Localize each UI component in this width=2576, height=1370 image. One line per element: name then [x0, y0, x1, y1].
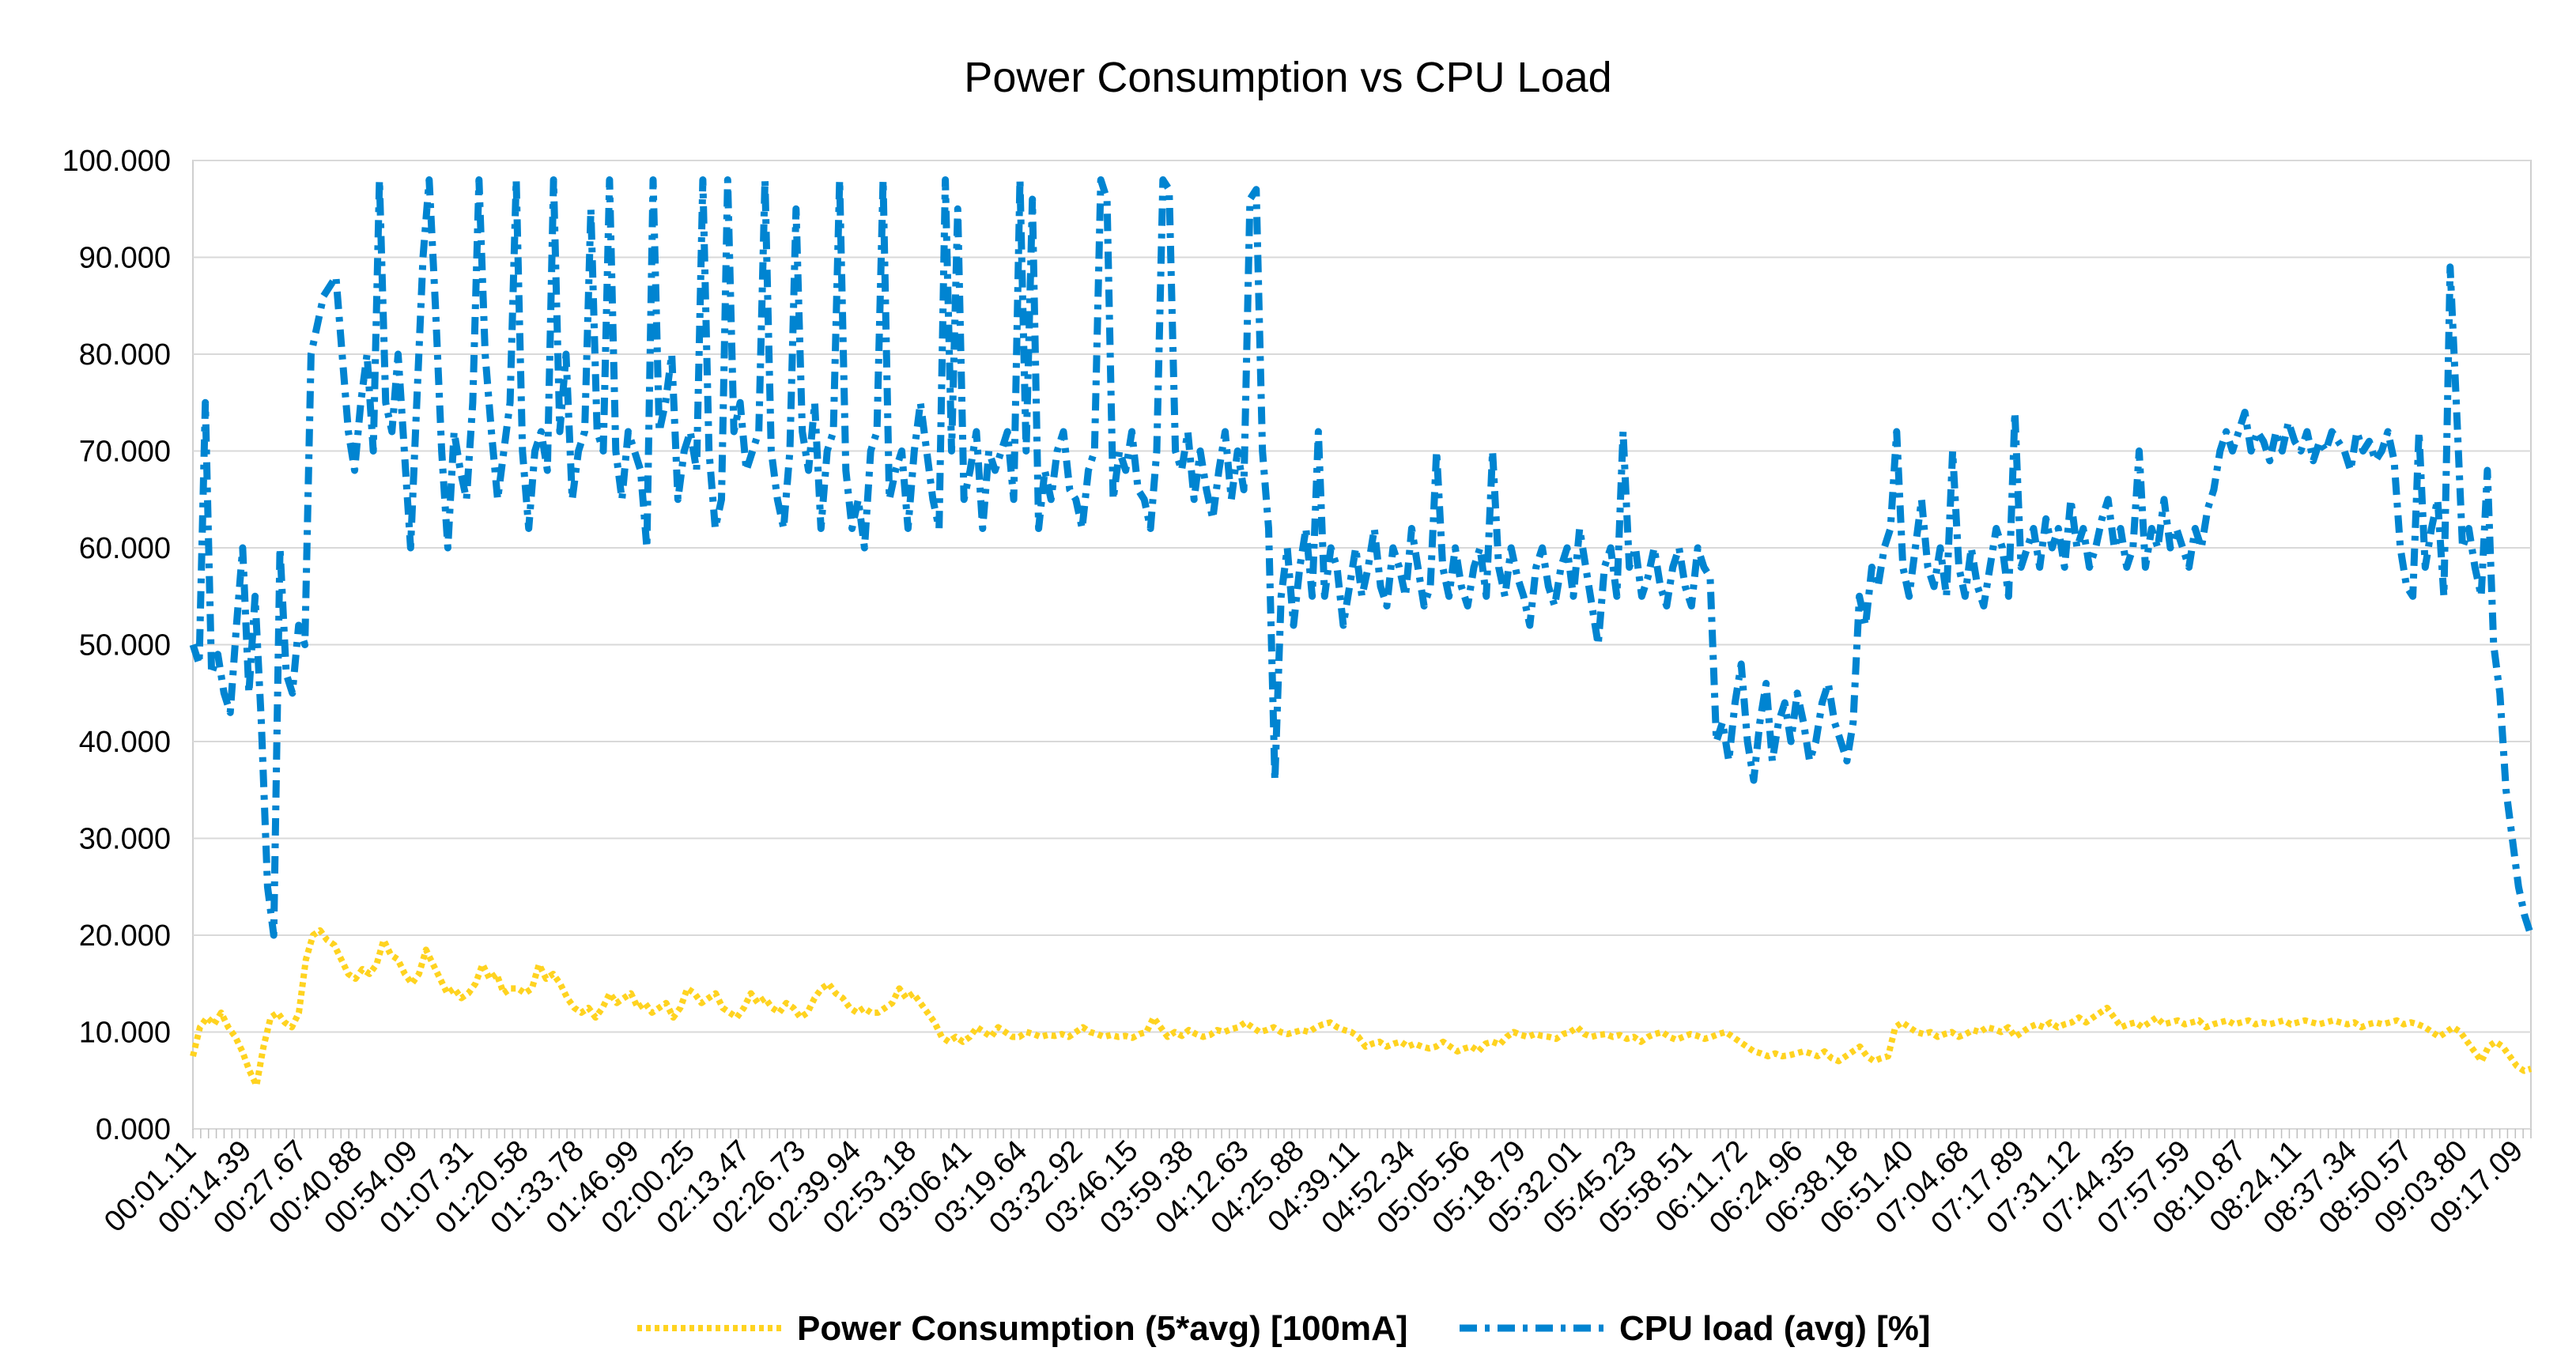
- y-tick-label: 50.000: [79, 629, 171, 662]
- x-axis-tick-labels: 00:01.1100:14.3900:27.6700:40.8800:54.09…: [98, 1134, 2529, 1240]
- series-lines: [189, 176, 2535, 1089]
- legend-label-power-consumption: Power Consumption (5*avg) [100mA]: [797, 1309, 1408, 1348]
- y-axis-tick-labels: 0.000 10.000 20.000 30.000 40.000 50.000 60.00…: [62, 145, 171, 1146]
- chart-title: Power Consumption vs CPU Load: [964, 54, 1611, 101]
- y-tick-label: 0.000: [96, 1113, 171, 1146]
- series-line-power-consumption: [190, 927, 2533, 1089]
- y-tick-label: 60.000: [79, 532, 171, 565]
- y-tick-label: 90.000: [79, 242, 171, 275]
- y-tick-label: 20.000: [79, 919, 171, 953]
- gridlines: [193, 160, 2531, 1130]
- y-tick-label: 70.000: [79, 436, 171, 469]
- y-tick-label: 30.000: [79, 823, 171, 856]
- y-tick-label: 10.000: [79, 1017, 171, 1050]
- y-tick-label: 100.000: [62, 145, 171, 178]
- legend: Power Consumption (5*avg) [100mA] CPU loa…: [637, 1309, 1931, 1348]
- y-tick-label: 80.000: [79, 338, 171, 372]
- legend-label-cpu-load: CPU load (avg) [%]: [1619, 1309, 1931, 1348]
- series-line-cpu-load: [189, 176, 2535, 939]
- x-axis-minor-ticks: [192, 1129, 2532, 1138]
- y-tick-label: 40.000: [79, 726, 171, 759]
